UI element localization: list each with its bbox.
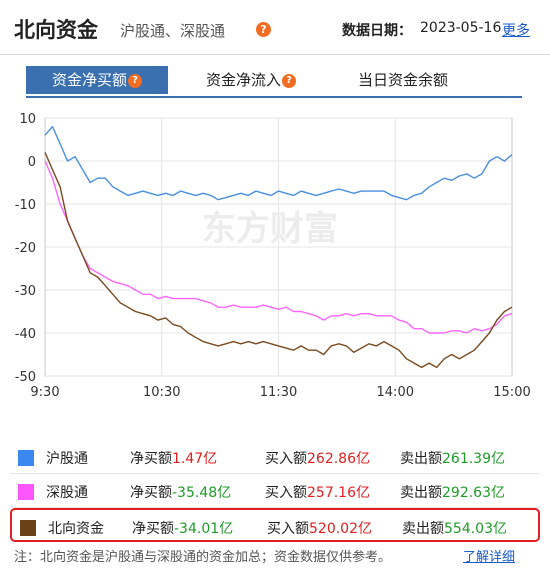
tabs-underline — [26, 96, 522, 98]
tab-net-buy-label: 资金净买额 — [51, 71, 127, 89]
net-buy-value: -35.48亿 — [172, 485, 232, 501]
tab-net-inflow-label: 资金净流入 — [205, 71, 281, 89]
legend-name: 深股通 — [46, 485, 88, 501]
buy-cell: 买入额520.02亿 — [267, 518, 372, 538]
header: 北向资金 沪股通、深股通 ? 数据日期： 2023-05-16 更多 — [0, 0, 550, 56]
legend-row-highlighted: 北向资金 净买额-34.01亿 买入额520.02亿 卖出额554.03亿 — [10, 508, 540, 542]
y-tick-label: 0 — [28, 155, 36, 170]
y-tick-label: -20 — [15, 241, 36, 256]
legend-row: 沪股通 净买额1.47亿 买入额262.86亿 卖出额261.39亿 — [10, 440, 540, 474]
buy-cell: 买入额257.16亿 — [265, 482, 370, 502]
help-icon[interactable]: ? — [282, 74, 296, 88]
sell-label: 卖出额 — [402, 521, 444, 537]
sell-cell: 卖出额261.39亿 — [400, 448, 505, 468]
date-value: 2023-05-16 — [420, 20, 502, 36]
y-tick-label: -50 — [15, 370, 36, 385]
x-tick-label: 14:00 — [377, 385, 414, 400]
net-buy-value: 1.47亿 — [172, 451, 218, 467]
net-buy-label: 净买额 — [130, 451, 172, 467]
learn-more-link[interactable]: 了解详细 — [463, 550, 516, 565]
y-tick-label: -40 — [15, 327, 36, 342]
net-buy-cell: 净买额-34.01亿 — [132, 518, 233, 538]
x-tick-label: 15:00 — [493, 385, 530, 400]
net-buy-label: 净买额 — [132, 521, 174, 537]
series-line-深股通 — [44, 160, 513, 334]
tab-balance[interactable]: 当日资金余额 — [340, 66, 466, 94]
y-axis: 10 0 -10 -20 -30 -40 -50 — [15, 112, 36, 385]
legend-table: 沪股通 净买额1.47亿 买入额262.86亿 卖出额261.39亿 深股通 净… — [10, 440, 540, 542]
sell-value: 292.63亿 — [442, 485, 505, 501]
tab-balance-label: 当日资金余额 — [357, 71, 448, 89]
net-buy-cell: 净买额-35.48亿 — [130, 482, 231, 502]
buy-label: 买入额 — [267, 521, 309, 537]
x-axis: 9:30 10:30 11:30 14:00 15:00 — [30, 385, 530, 400]
date-label: 数据日期： — [342, 23, 412, 39]
sell-cell: 卖出额292.63亿 — [400, 482, 505, 502]
buy-value: 520.02亿 — [309, 521, 372, 537]
legend-row: 深股通 净买额-35.48亿 买入额257.16亿 卖出额292.63亿 — [10, 474, 540, 508]
buy-label: 买入额 — [265, 485, 307, 501]
net-buy-label: 净买额 — [130, 485, 172, 501]
line-chart: 东方财富 10 0 -10 -20 -30 -40 -50 9:30 10:30 11:30 14… — [15, 112, 531, 400]
sell-label: 卖出额 — [400, 451, 442, 467]
page-subtitle: 沪股通、深股通 — [120, 22, 226, 40]
help-icon[interactable]: ? — [128, 74, 142, 88]
net-buy-cell: 净买额1.47亿 — [130, 448, 217, 468]
sell-value: 554.03亿 — [444, 521, 507, 537]
sell-label: 卖出额 — [400, 485, 442, 501]
sell-value: 261.39亿 — [442, 451, 505, 467]
x-tick-label: 9:30 — [30, 385, 59, 400]
legend-name: 北向资金 — [48, 521, 104, 537]
header-divider — [0, 54, 550, 55]
legend-swatch — [18, 484, 34, 500]
series-lines — [44, 125, 513, 369]
tab-bar: 资金净买额? 资金净流入? 当日资金余额 — [0, 66, 550, 98]
y-tick-label: 10 — [19, 112, 36, 127]
series-line-北向资金 — [44, 152, 513, 369]
footnote: 注：北向资金是沪股通与深股通的资金加总；资金数据仅供参考。 — [14, 550, 392, 565]
buy-label: 买入额 — [265, 451, 307, 467]
legend-name: 沪股通 — [46, 451, 88, 467]
buy-value: 257.16亿 — [307, 485, 370, 501]
watermark: 东方财富 — [202, 209, 338, 249]
buy-value: 262.86亿 — [307, 451, 370, 467]
series-line-沪股通 — [44, 125, 513, 201]
net-buy-value: -34.01亿 — [174, 521, 234, 537]
legend-swatch — [20, 520, 36, 536]
y-tick-label: -30 — [15, 284, 36, 299]
tab-net-buy[interactable]: 资金净买额? — [26, 66, 168, 94]
x-tick-label: 10:30 — [143, 385, 180, 400]
tab-net-inflow[interactable]: 资金净流入? — [188, 66, 314, 94]
watermark-text: 东方财富 — [202, 209, 338, 249]
legend-swatch — [18, 450, 34, 466]
more-link[interactable]: 更多 — [502, 23, 530, 39]
help-icon[interactable]: ? — [256, 22, 271, 37]
x-tick-label: 11:30 — [260, 385, 297, 400]
y-tick-label: -10 — [15, 198, 36, 213]
buy-cell: 买入额262.86亿 — [265, 448, 370, 468]
page-title: 北向资金 — [14, 18, 98, 42]
sell-cell: 卖出额554.03亿 — [402, 518, 507, 538]
